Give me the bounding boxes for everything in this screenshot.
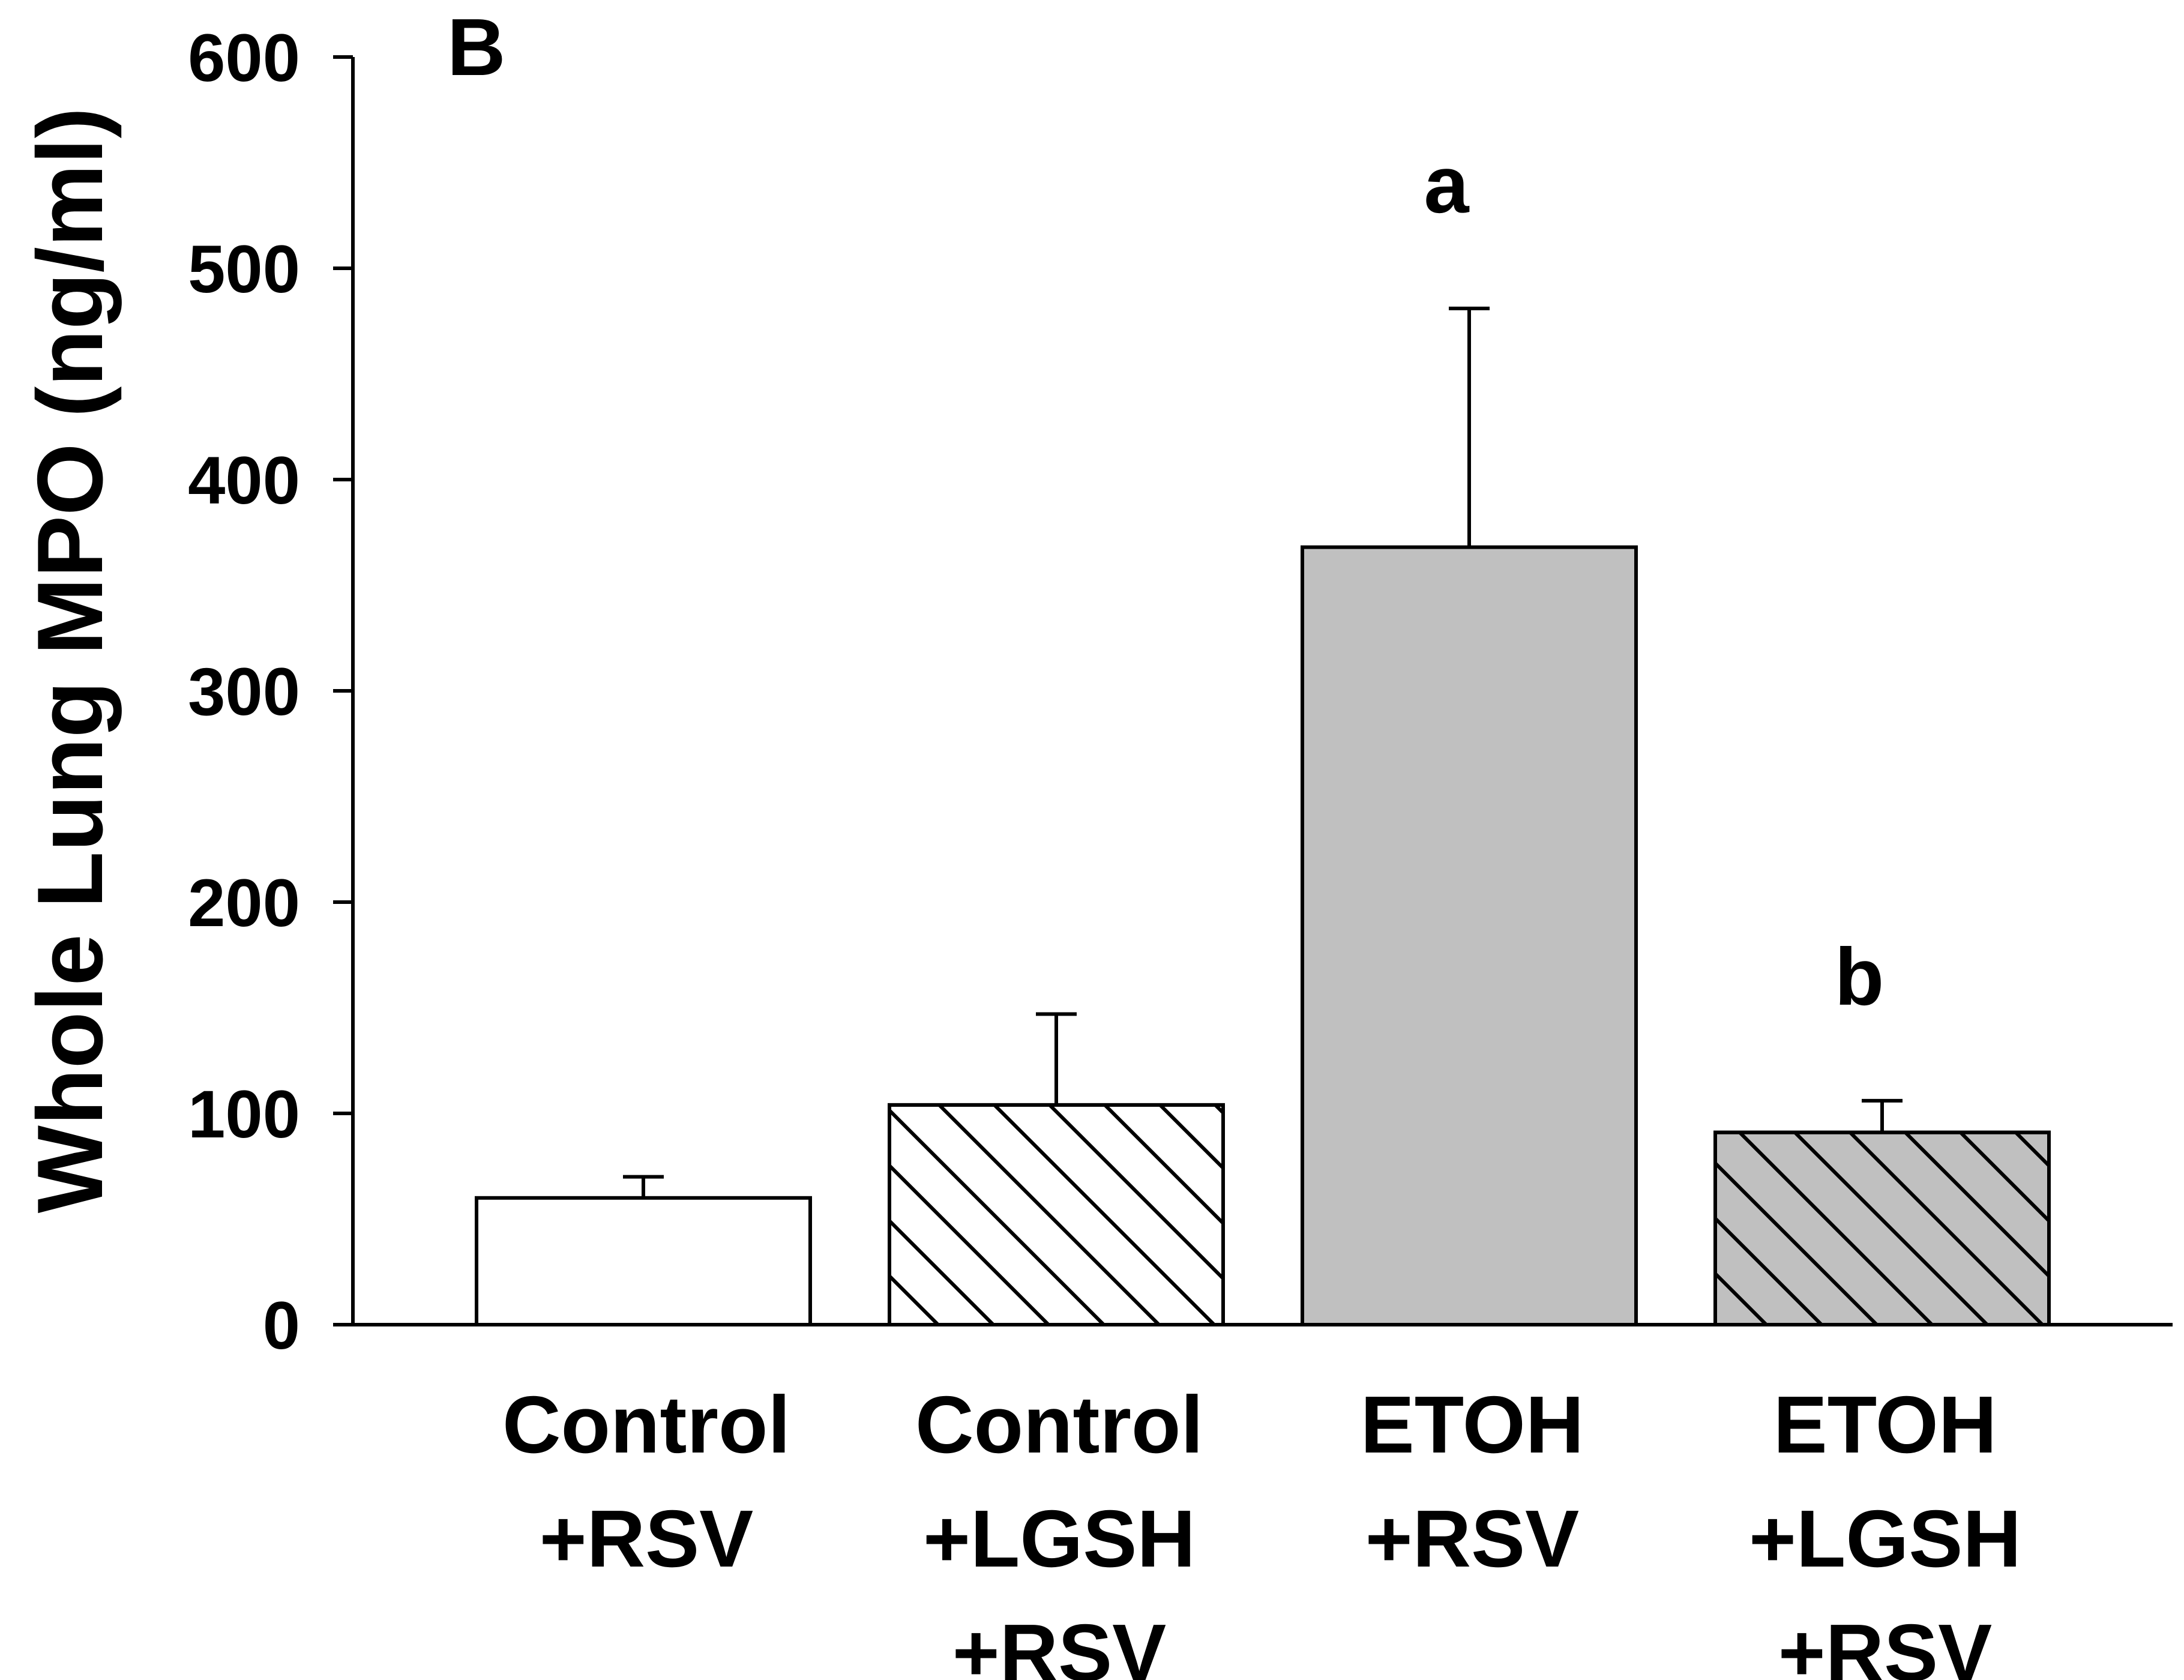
y-tick-label-100: 100 [188,1077,300,1152]
x-axis-labels: Control +RSV Control +LGSH +RSV ETOH +RSV ETOH +… [502,1379,2021,1680]
y-tick-label-200: 200 [188,866,300,941]
category-label-2-line-1: +RSV [1365,1493,1579,1584]
category-label-0-line-1: +RSV [540,1493,753,1584]
category-label-3-line-2: +RSV [1778,1607,1992,1680]
category-label-1-line-0: Control [915,1379,1203,1470]
category-label-1-line-1: +LGSH [923,1493,1196,1584]
y-tick-label-400: 400 [188,443,300,518]
y-axis-ticks: 0 100 200 300 400 500 600 [188,20,353,1363]
annotations: ab [1424,139,1884,1022]
bar-hatch-1 [888,1103,1225,1327]
y-axis-label: Whole Lung MPO (ng/ml) [18,107,122,1213]
y-tick-label-500: 500 [188,232,300,307]
bar-0 [475,1196,812,1327]
category-label-2-line-0: ETOH [1361,1379,1584,1470]
bars [475,306,2051,1327]
bar-hatch-3 [1713,1130,2051,1327]
panel-label: B [447,2,506,92]
annotation-b: b [1835,932,1884,1022]
y-tick-label-0: 0 [263,1288,300,1363]
y-tick-label-300: 300 [188,654,300,729]
category-label-3-line-1: +LGSH [1749,1493,2021,1584]
annotation-a: a [1424,139,1469,230]
bar-2 [1301,545,1638,1326]
y-tick-label-600: 600 [188,20,300,95]
category-label-3-line-0: ETOH [1773,1379,1997,1470]
category-label-0-line-0: Control [502,1379,790,1470]
category-label-1-line-2: +RSV [952,1607,1166,1680]
